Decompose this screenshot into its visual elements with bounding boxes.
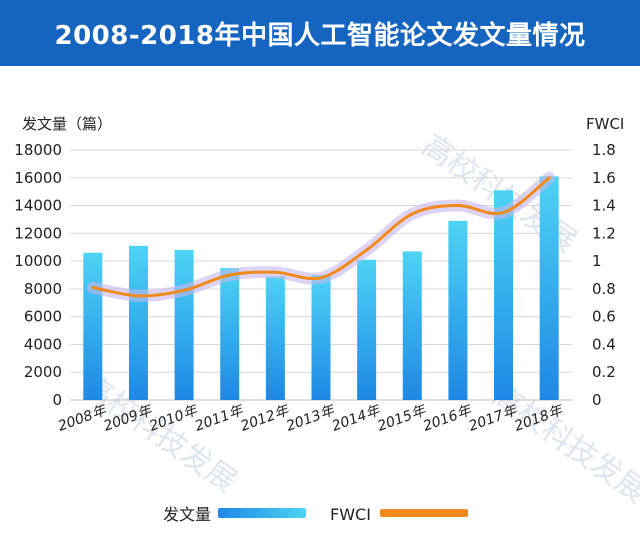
fwci-point (136, 294, 140, 298)
fwci-point (319, 276, 323, 280)
fwci-point (502, 211, 506, 214)
y-tick-label: 4000 (24, 335, 62, 353)
y-tick-label: 16000 (14, 169, 62, 187)
bar (402, 251, 422, 400)
y2-tick-label: 1.6 (592, 169, 616, 187)
bar (220, 268, 240, 400)
y2-tick-label: 0 (592, 391, 602, 409)
x-tick-label: 2008年 (56, 402, 110, 435)
y-tick-label: 14000 (14, 197, 62, 215)
bar (174, 250, 194, 400)
y-tick-label: 0 (52, 391, 62, 409)
fwci-point (365, 248, 369, 252)
legend-label-fwci: FWCI (330, 505, 371, 524)
x-tick-label: 2013年 (284, 402, 338, 435)
legend-swatch-fwci (380, 509, 468, 517)
y2-tick-label: 1.4 (592, 197, 616, 215)
fwci-point (91, 286, 95, 289)
x-tick-label: 2014年 (330, 402, 384, 435)
fwci-point (228, 273, 232, 277)
legend-label-bars: 发文量 (163, 505, 211, 524)
bar (357, 259, 377, 400)
fwci-series (86, 171, 556, 302)
y2-tick-label: 0.8 (592, 280, 616, 298)
y2-tick-label: 0.4 (592, 335, 616, 353)
y-axis-left-title: 发文量（篇） (22, 115, 112, 133)
x-tick-label: 2015年 (376, 402, 430, 435)
bar (448, 220, 468, 400)
bar (128, 245, 148, 400)
y2-tick-label: 1.8 (592, 141, 616, 159)
bar (494, 190, 514, 400)
fwci-point (547, 176, 551, 180)
y-tick-label: 6000 (24, 308, 62, 326)
fwci-point (456, 204, 460, 208)
fwci-point (410, 212, 414, 216)
fwci-point (273, 270, 277, 274)
y-tick-label: 2000 (24, 363, 62, 381)
x-tick-label: 2016年 (421, 402, 475, 435)
fwci-point (182, 288, 186, 292)
y2-tick-label: 1 (592, 252, 602, 270)
legend: 发文量 FWCI (163, 505, 468, 524)
y-tick-label: 8000 (24, 280, 62, 298)
y-axis-left: 0 2000 4000 6000 8000 10000 12000 14000 16000 180… (14, 141, 62, 409)
y-tick-label: 10000 (14, 252, 62, 270)
y2-tick-label: 1.2 (592, 224, 616, 242)
bar (265, 276, 285, 400)
x-tick-label: 2012年 (239, 402, 293, 435)
y2-tick-label: 0.6 (592, 308, 616, 326)
bar (539, 176, 559, 400)
legend-swatch-bars (218, 508, 306, 518)
y-axis-right-title: FWCI (586, 115, 624, 133)
title-banner: 2008-2018年中国人工智能论文发文量情况 (0, 0, 640, 66)
bar (83, 252, 103, 400)
chart-title: 2008-2018年中国人工智能论文发文量情况 (54, 20, 586, 51)
y-tick-label: 12000 (14, 224, 62, 242)
y-axis-right: 0 0.2 0.4 0.6 0.8 1 1.2 1.4 1.6 1.8 (592, 141, 616, 409)
y2-tick-label: 0.2 (592, 363, 616, 381)
y-tick-label: 18000 (14, 141, 62, 159)
x-tick-label: 2011年 (193, 402, 247, 435)
bar (311, 275, 331, 400)
